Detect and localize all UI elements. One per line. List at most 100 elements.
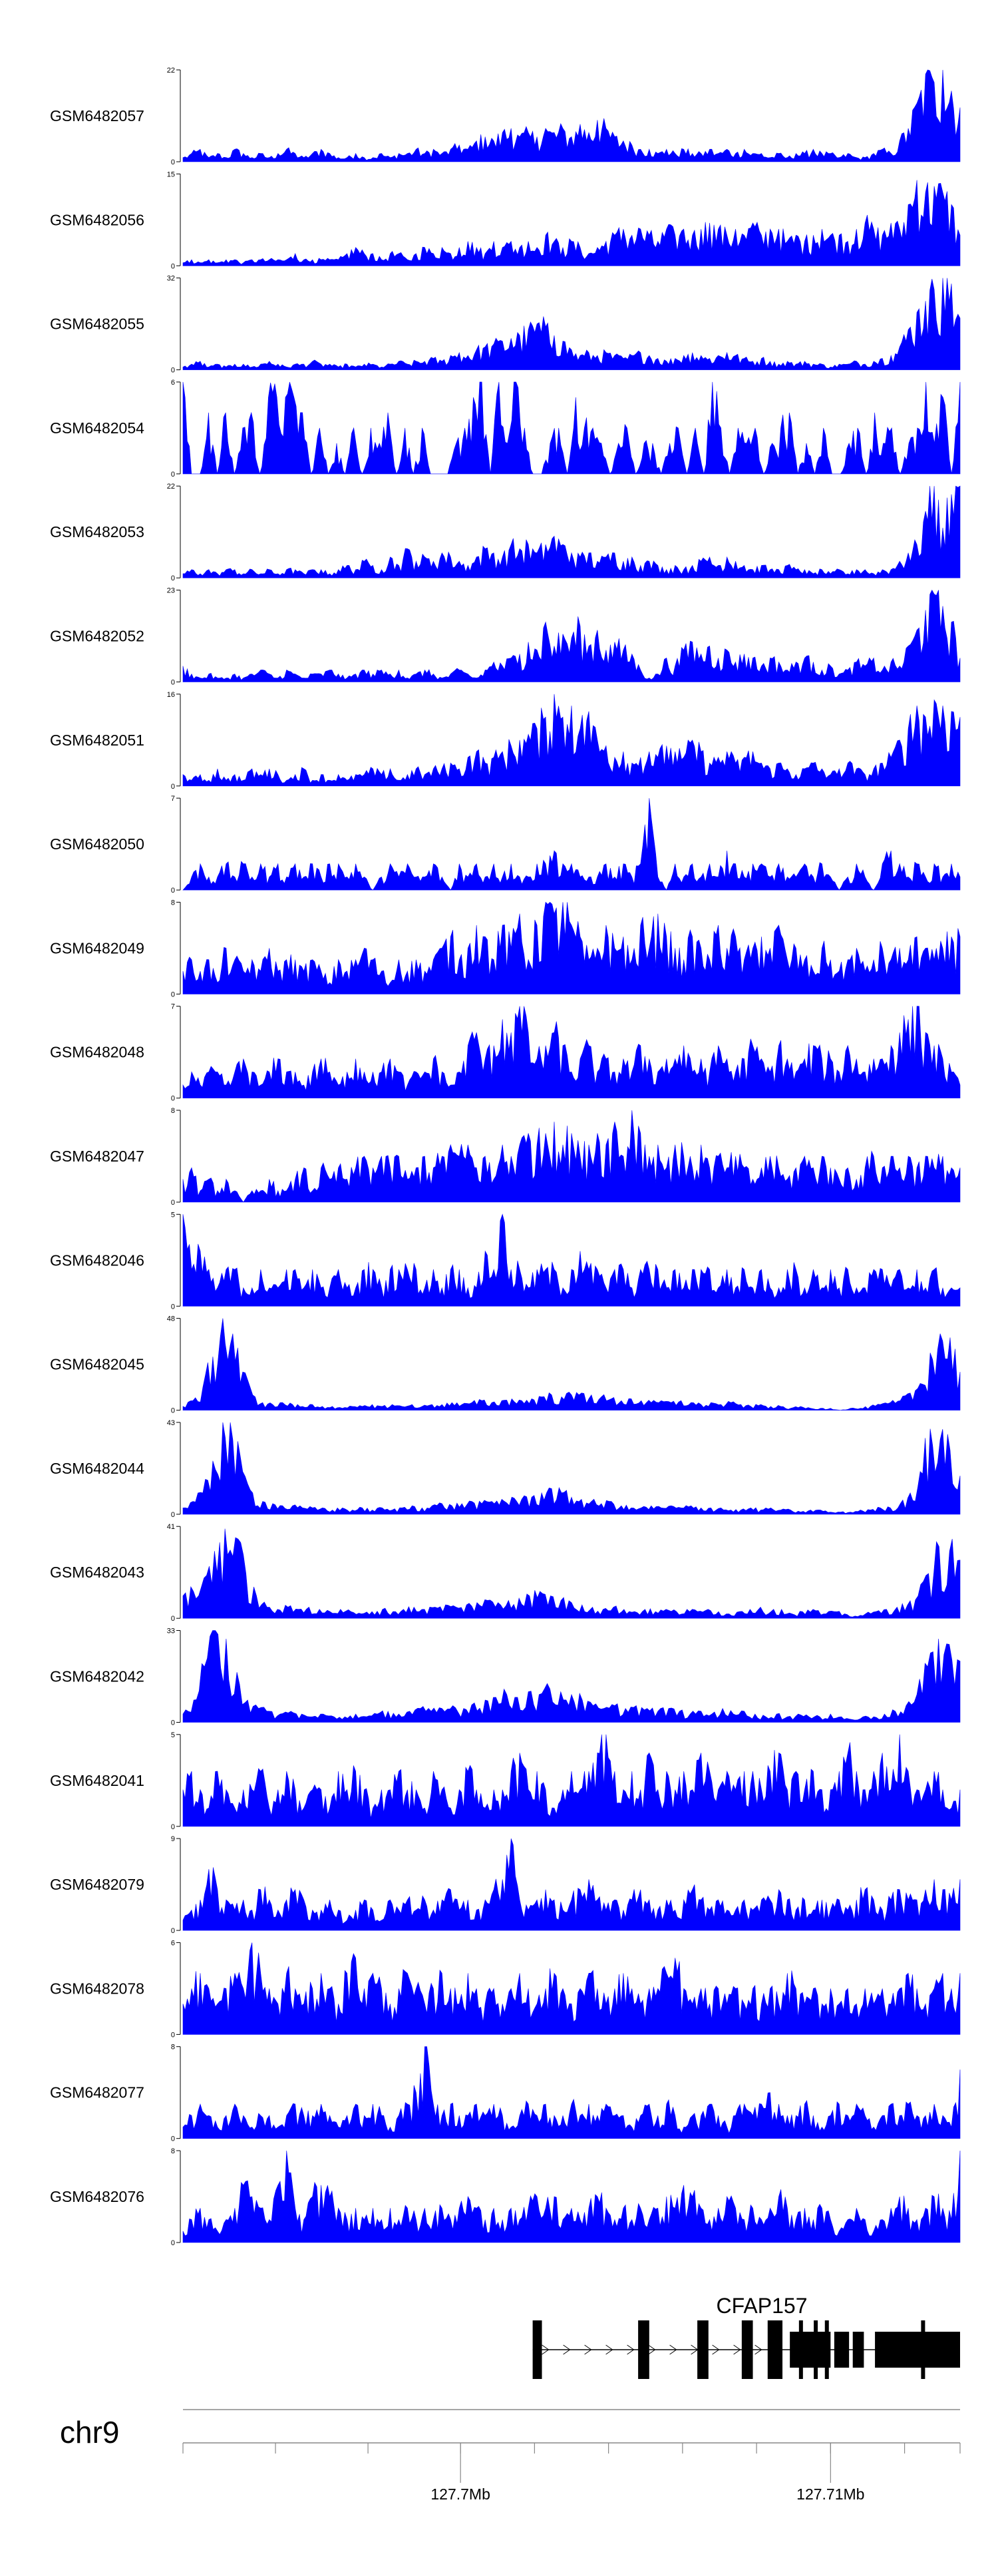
- y-min-label: 0: [171, 2239, 175, 2247]
- coverage-area: [182, 901, 961, 994]
- track-label: GSM6482047: [50, 1148, 144, 1165]
- track-GSM6482056: GSM6482056 15 0: [50, 170, 961, 270]
- track-GSM6482041: GSM6482041 5 0: [50, 1731, 961, 1831]
- track-label: GSM6482046: [50, 1251, 144, 1269]
- track-label: GSM6482054: [50, 419, 144, 437]
- track-GSM6482077: GSM6482077 8 0: [50, 2043, 961, 2143]
- y-max-label: 8: [171, 1107, 175, 1115]
- coverage-area: [182, 69, 961, 162]
- coverage-area: [182, 381, 961, 475]
- track-GSM6482057: GSM6482057 22 0: [50, 67, 961, 166]
- gene-exon-marker: [798, 2320, 803, 2379]
- coverage-area: [182, 1006, 961, 1098]
- y-max-label: 41: [167, 1523, 175, 1531]
- track-GSM6482052: GSM6482052 23 0: [50, 587, 961, 687]
- strand-arrow: [605, 2344, 613, 2355]
- chromosome-label: chr9: [60, 2415, 119, 2450]
- y-max-label: 9: [171, 1835, 175, 1843]
- strand-arrow: [584, 2344, 592, 2355]
- track-label: GSM6482076: [50, 2188, 144, 2205]
- gene-layer: CFAP157: [532, 2294, 960, 2379]
- coverage-area: [182, 1110, 961, 1203]
- gene-exon: [638, 2320, 649, 2379]
- y-max-label: 23: [167, 587, 175, 595]
- track-GSM6482047: GSM6482047 8 0: [50, 1107, 961, 1207]
- y-min-label: 0: [171, 1303, 175, 1311]
- y-min-label: 0: [171, 1927, 175, 1935]
- coverage-area: [182, 2150, 961, 2243]
- coverage-area: [182, 1838, 961, 1931]
- coverage-area: [182, 180, 961, 266]
- track-label: GSM6482053: [50, 523, 144, 540]
- gene-exon: [697, 2320, 709, 2379]
- y-min-label: 0: [171, 990, 175, 998]
- gene-exon: [532, 2320, 542, 2379]
- y-min-label: 0: [171, 158, 175, 166]
- y-min-label: 0: [171, 679, 175, 687]
- coverage-area: [182, 1630, 961, 1723]
- track-GSM6482050: GSM6482050 7 0: [50, 795, 961, 895]
- coverage-area: [182, 1318, 961, 1410]
- y-max-label: 22: [167, 67, 175, 75]
- gene-exon-marker: [814, 2320, 818, 2379]
- y-min-label: 0: [171, 1719, 175, 1727]
- y-max-label: 48: [167, 1315, 175, 1323]
- y-max-label: 43: [167, 1419, 175, 1427]
- coverage-area: [182, 1422, 961, 1515]
- y-max-label: 22: [167, 483, 175, 491]
- track-GSM6482049: GSM6482049 8 0: [50, 899, 961, 998]
- strand-arrow: [627, 2344, 635, 2355]
- y-max-label: 7: [171, 1003, 175, 1011]
- coverage-area: [182, 589, 961, 682]
- y-max-label: 15: [167, 170, 175, 178]
- y-max-label: 6: [171, 379, 175, 387]
- y-min-label: 0: [171, 574, 175, 582]
- y-min-label: 0: [171, 2031, 175, 2039]
- track-label: GSM6482077: [50, 2084, 144, 2101]
- track-GSM6482042: GSM6482042 33 0: [50, 1627, 961, 1727]
- y-max-label: 6: [171, 1939, 175, 1947]
- y-min-label: 0: [171, 262, 175, 270]
- y-max-label: 8: [171, 2147, 175, 2155]
- track-label: GSM6482050: [50, 835, 144, 853]
- y-min-label: 0: [171, 1095, 175, 1103]
- track-label: GSM6482049: [50, 939, 144, 957]
- gene-exon-marker: [824, 2320, 829, 2379]
- gene-exon: [834, 2332, 850, 2368]
- track-GSM6482053: GSM6482053 22 0: [50, 483, 961, 582]
- gene-exon: [767, 2320, 783, 2379]
- track-GSM6482045: GSM6482045 48 0: [50, 1315, 961, 1415]
- strand-arrow: [563, 2344, 571, 2355]
- gene-exon: [875, 2332, 960, 2368]
- coverage-area: [182, 694, 961, 787]
- y-max-label: 8: [171, 2043, 175, 2051]
- strand-arrow: [669, 2344, 677, 2355]
- y-min-label: 0: [171, 471, 175, 479]
- y-min-label: 0: [171, 367, 175, 375]
- gene-exon: [790, 2332, 831, 2368]
- track-GSM6482044: GSM6482044 43 0: [50, 1419, 961, 1519]
- y-max-label: 5: [171, 1731, 175, 1739]
- strand-arrow: [648, 2344, 656, 2355]
- track-label: GSM6482044: [50, 1460, 144, 1477]
- gene-label: CFAP157: [717, 2294, 808, 2318]
- track-GSM6482076: GSM6482076 8 0: [50, 2147, 961, 2247]
- coverage-area: [182, 485, 961, 578]
- gene-exon-marker: [921, 2320, 925, 2379]
- gene-exon: [852, 2332, 864, 2368]
- y-min-label: 0: [171, 783, 175, 791]
- y-max-label: 33: [167, 1627, 175, 1635]
- coverage-area: [182, 1528, 961, 1619]
- strand-arrow: [733, 2344, 741, 2355]
- axis-tick-label: 127.71Mb: [796, 2485, 864, 2503]
- y-max-label: 16: [167, 691, 175, 699]
- axis-tick-label: 127.7Mb: [430, 2485, 490, 2503]
- y-min-label: 0: [171, 2135, 175, 2143]
- y-max-label: 7: [171, 795, 175, 803]
- y-min-label: 0: [171, 1199, 175, 1207]
- track-label: GSM6482051: [50, 732, 144, 749]
- track-label: GSM6482052: [50, 628, 144, 645]
- track-GSM6482043: GSM6482043 41 0: [50, 1523, 961, 1623]
- strand-arrow: [754, 2344, 762, 2355]
